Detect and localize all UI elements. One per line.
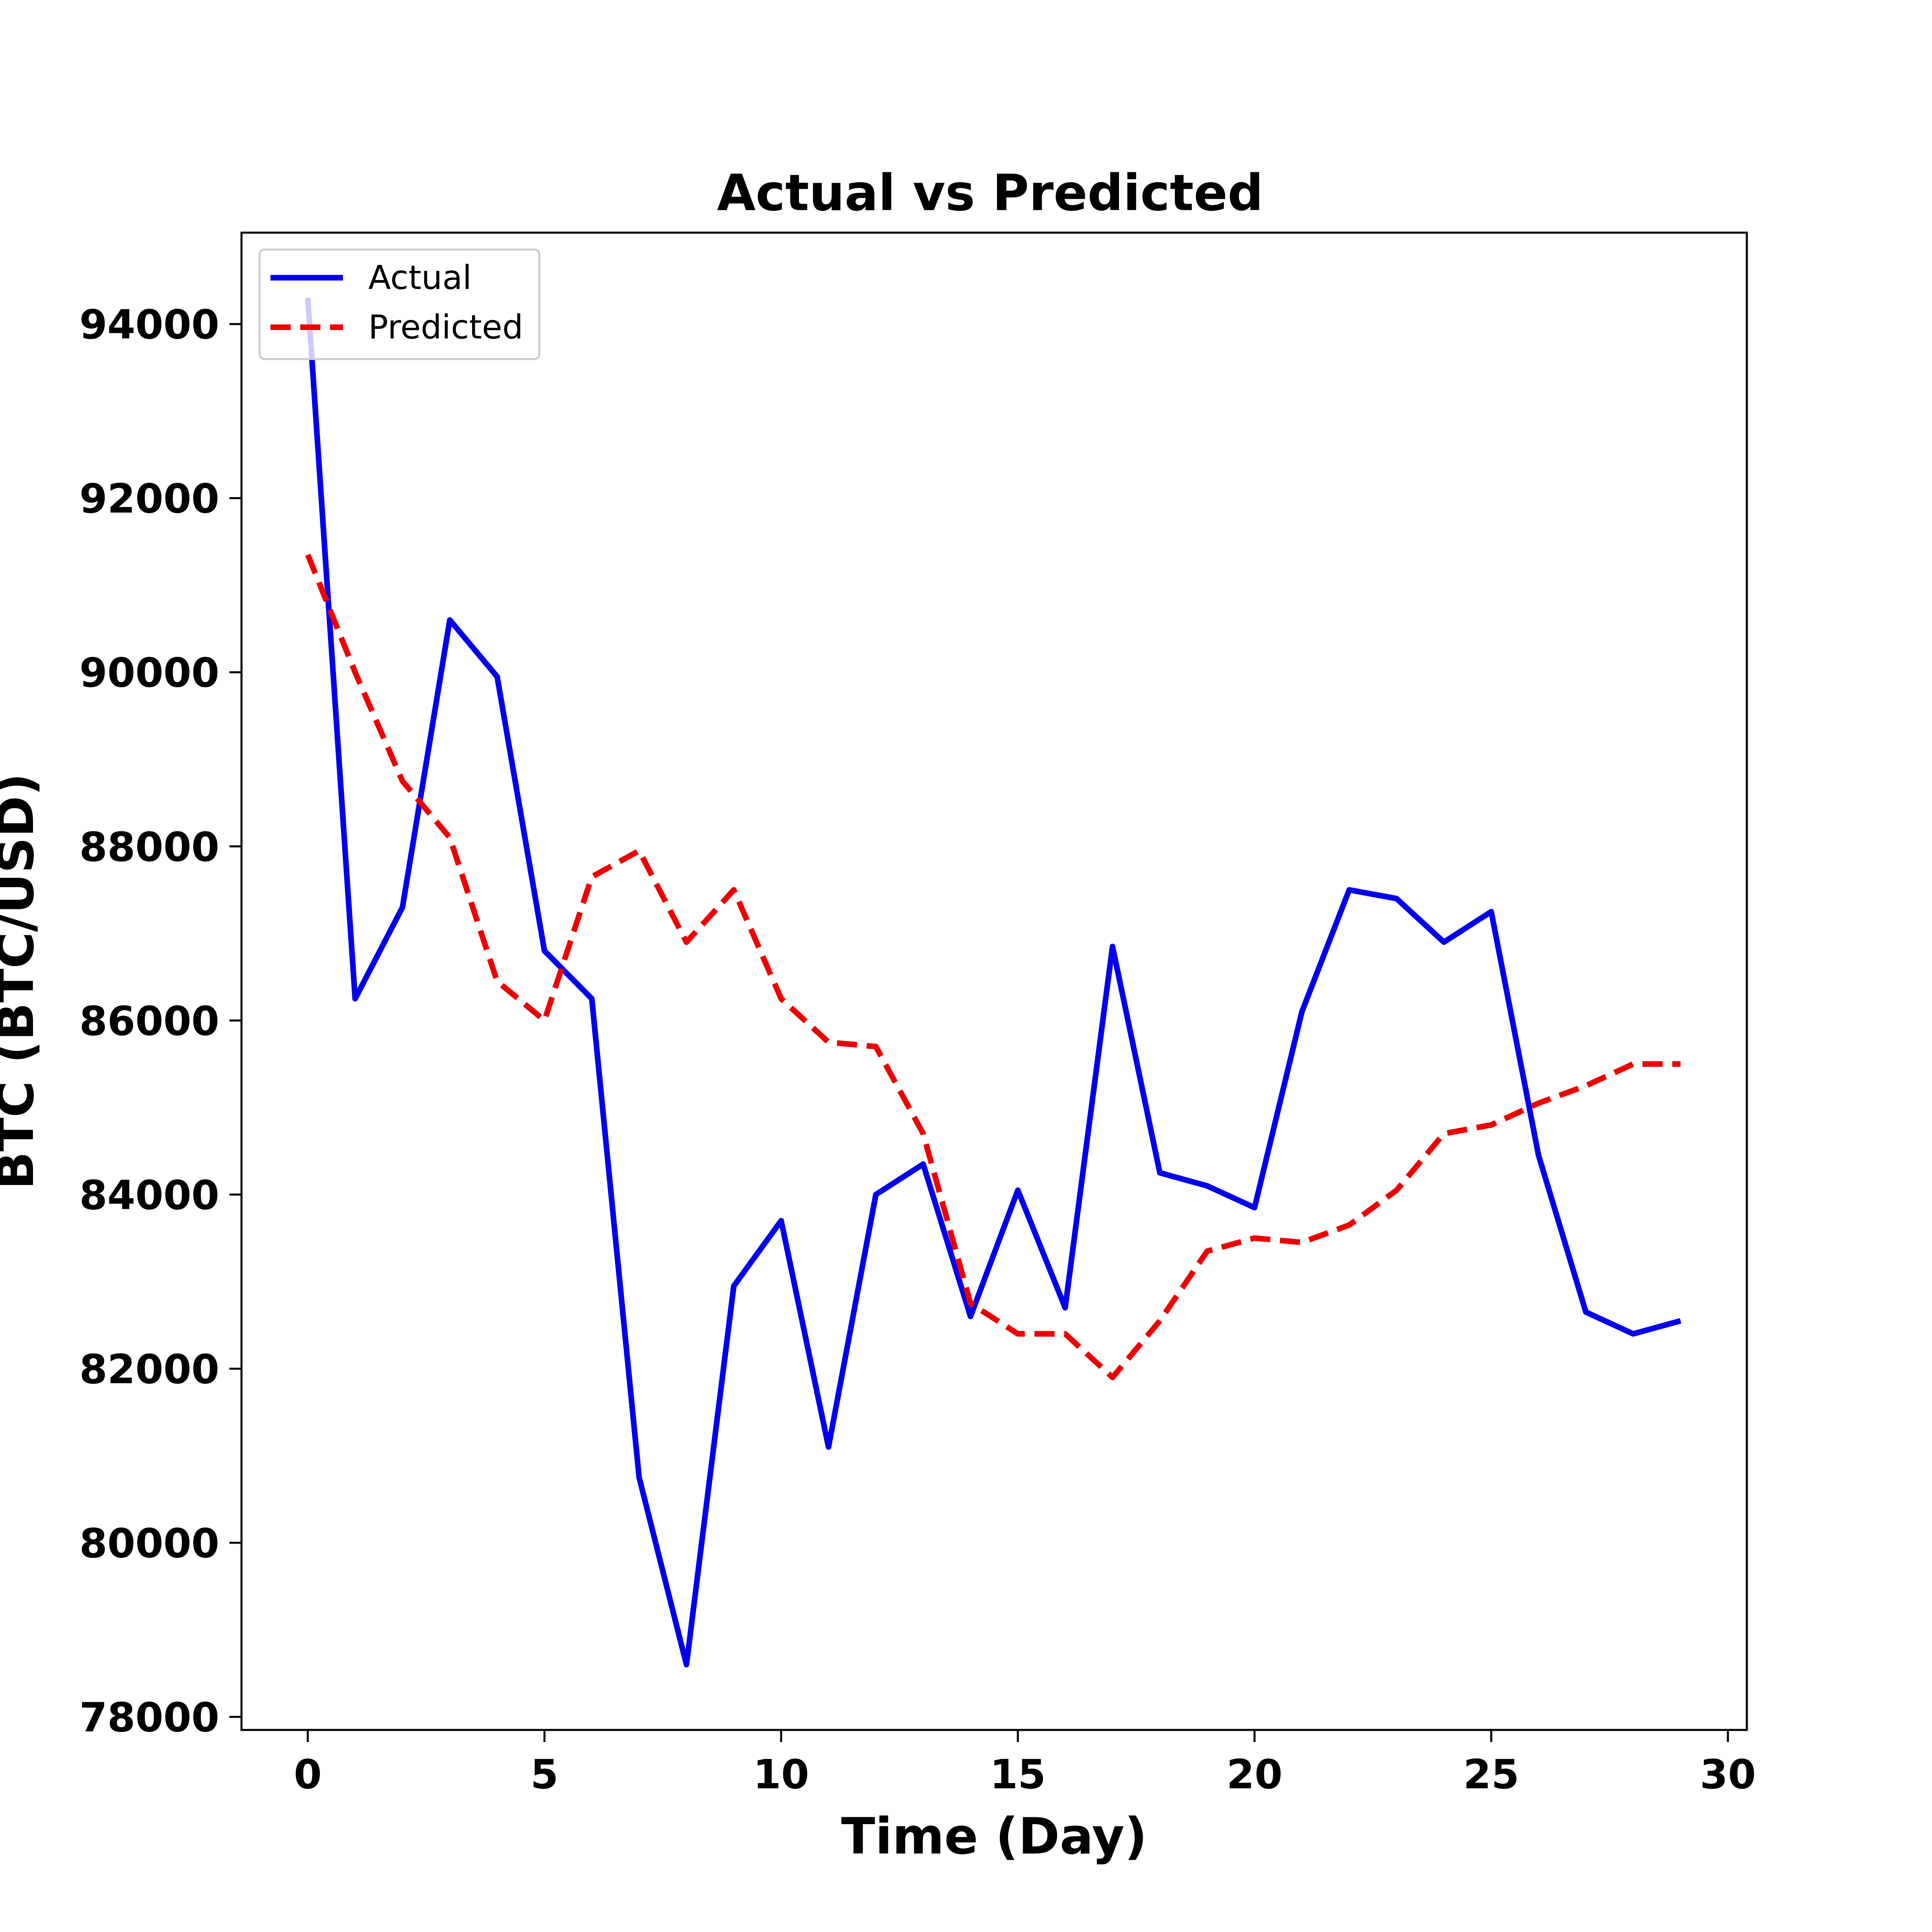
y-tick-label: 94000: [79, 301, 219, 348]
y-axis: 78000 80000 82000 84000 86000 88000 90000 92000…: [79, 301, 242, 1741]
y-axis-label: BTC (BTC/USD): [0, 773, 45, 1190]
x-tick-label: 30: [1700, 1751, 1756, 1798]
y-tick-label: 80000: [79, 1520, 219, 1567]
x-axis-label: Time (Day): [841, 1808, 1148, 1866]
x-tick-label: 10: [753, 1751, 809, 1798]
y-tick-label: 82000: [79, 1346, 219, 1393]
legend: Actual Predicted: [258, 248, 541, 360]
x-axis: 0 5 10 15 20 25 30: [294, 1730, 1756, 1798]
y-tick-label: 92000: [79, 475, 219, 522]
y-tick-label: 90000: [79, 649, 219, 696]
legend-label-actual: Actual: [368, 259, 472, 297]
axes-frame: [240, 231, 1748, 1731]
series-line-predicted: [305, 553, 1681, 1381]
chart-title: Actual vs Predicted: [717, 164, 1263, 222]
y-tick-label: 84000: [79, 1172, 219, 1219]
x-tick-label: 15: [990, 1751, 1046, 1798]
y-tick-label: 86000: [79, 997, 219, 1044]
x-tick-label: 20: [1226, 1751, 1282, 1798]
x-tick-label: 0: [294, 1751, 322, 1798]
x-tick-label: 25: [1463, 1751, 1519, 1798]
y-tick-label: 78000: [79, 1694, 219, 1741]
plot-area: [305, 297, 1682, 1668]
legend-label-predicted: Predicted: [368, 308, 523, 347]
y-tick-label: 88000: [79, 824, 219, 871]
x-tick-label: 5: [530, 1751, 559, 1798]
series-line-actual: [305, 297, 1682, 1668]
